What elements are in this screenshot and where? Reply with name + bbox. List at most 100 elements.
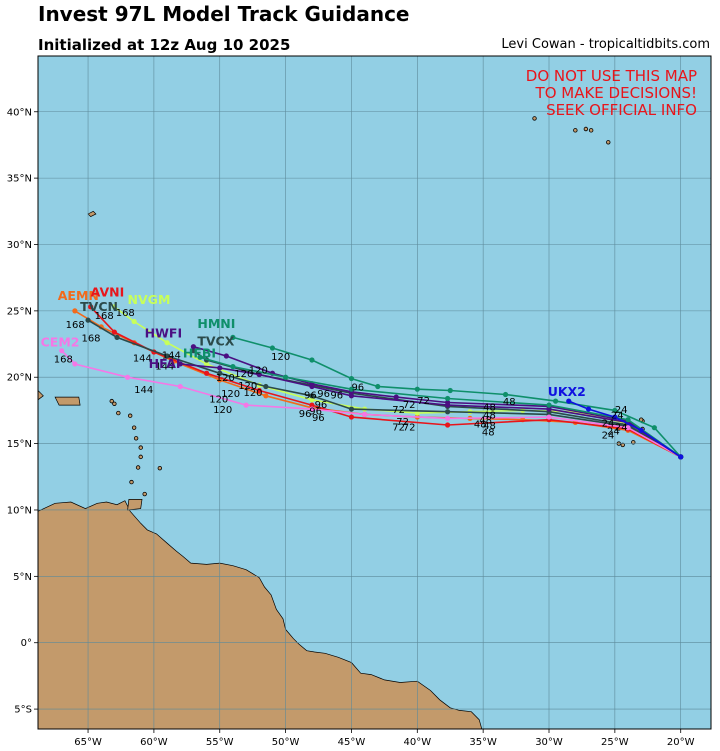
lon-tick-label: 55°W — [206, 737, 234, 748]
island-15 — [631, 440, 636, 445]
island-24 — [606, 140, 611, 145]
track-point-cem2 — [177, 383, 183, 390]
credit-line: Levi Cowan - tropicaltidbits.com — [501, 37, 710, 52]
hour-label: 24 — [615, 405, 628, 416]
track-point-tvcn — [114, 334, 120, 341]
hour-label: 144 — [133, 353, 152, 364]
lon-tick-label: 25°W — [601, 737, 629, 748]
landmass-0 — [38, 500, 483, 729]
hour-label: 120 — [243, 388, 262, 399]
hour-label: 168 — [54, 355, 73, 366]
track-point-hfbi — [283, 374, 289, 380]
hour-label: 96 — [317, 389, 330, 400]
track-point-hfai — [217, 365, 223, 371]
lon-tick-label: 20°W — [667, 737, 695, 748]
track-point-tvcn — [348, 406, 355, 412]
track-point-nvgm — [111, 304, 117, 310]
track-point-hwfi — [190, 344, 197, 350]
landmass-4 — [87, 210, 97, 218]
track-point-hfbi — [444, 395, 451, 402]
model-label-cem2: CEM2 — [41, 335, 80, 350]
island-10 — [157, 465, 163, 471]
track-point-cem2 — [309, 406, 315, 412]
hour-label: 24 — [607, 426, 620, 437]
lon-tick-label: 30°W — [535, 737, 563, 748]
landmass-2 — [54, 396, 81, 406]
track-point-hmni — [375, 383, 381, 390]
track-point-cem2 — [72, 361, 78, 367]
track-point-tvcn — [263, 383, 269, 390]
landmass-3 — [38, 390, 44, 401]
track-point-hwfi — [223, 353, 229, 359]
hour-label: 72 — [392, 422, 405, 433]
warning-line-3: SEEK OFFICIAL INFO — [546, 101, 697, 119]
island-27 — [588, 128, 594, 133]
lon-tick-label: 35°W — [469, 737, 497, 748]
track-point-cem2 — [444, 415, 451, 421]
lat-tick-label: 20°N — [7, 373, 32, 384]
track-point-hfai — [256, 371, 262, 378]
hour-label: 168 — [95, 311, 114, 322]
hour-label: 120 — [249, 365, 268, 376]
hour-label: 48 — [479, 416, 492, 427]
island-12 — [34, 479, 38, 483]
hour-label: 96 — [304, 390, 317, 401]
hour-label: 48 — [483, 402, 496, 413]
track-point-aemn — [263, 393, 269, 399]
hour-label: 96 — [309, 406, 322, 417]
hour-label: 168 — [66, 320, 85, 331]
hour-label: 72 — [392, 405, 405, 416]
track-point-nvgm — [414, 410, 420, 416]
track-point-avni — [309, 402, 315, 408]
track-point-hmni — [552, 398, 559, 404]
track-hmni — [232, 336, 682, 458]
track-point-avni — [348, 414, 355, 420]
hour-label: 48 — [482, 428, 495, 439]
track-point-cem2 — [625, 425, 631, 431]
track-point-hfbi — [546, 402, 552, 408]
island-2 — [138, 454, 143, 460]
track-point-hfai — [177, 361, 183, 367]
track-point-nvgm — [203, 361, 210, 367]
track-point-tvcn — [85, 317, 91, 323]
model-label-tvcx: TVCX — [197, 333, 234, 348]
hour-label: 96 — [312, 413, 325, 424]
land-layer — [34, 116, 645, 729]
track-point-hfbi — [230, 364, 236, 370]
hour-label: 96 — [315, 400, 328, 411]
model-label-ukx2: UKX2 — [548, 384, 586, 399]
lon-tick-label: 45°W — [338, 737, 366, 748]
track-point-avni — [203, 370, 210, 376]
track-point-hmni — [309, 357, 315, 363]
track-point-hfai — [444, 402, 451, 408]
island-11 — [142, 491, 147, 497]
track-point-cem2 — [243, 402, 249, 408]
init-time-subtitle: Initialized at 12z Aug 10 2025 — [38, 36, 291, 54]
track-point-cem2 — [362, 411, 368, 418]
model-tracks — [59, 304, 684, 460]
lat-tick-label: 0° — [21, 638, 32, 649]
track-point-hmni — [651, 425, 657, 431]
track-point-nvgm — [131, 318, 137, 325]
warning-line-1: DO NOT USE THIS MAP — [526, 67, 697, 85]
track-point-cem2 — [546, 414, 552, 420]
hour-label: 144 — [134, 385, 153, 396]
track-point-nvgm — [164, 340, 170, 346]
track-point-hfai — [348, 393, 355, 399]
track-point-tvcn — [444, 409, 451, 415]
hour-label: 144 — [162, 351, 181, 362]
model-label-hmni: HMNI — [197, 316, 235, 331]
track-point-hfbi — [197, 354, 203, 360]
island-4 — [133, 436, 139, 441]
track-point-avni — [256, 387, 262, 394]
model-label-aemn: AEMN — [58, 288, 99, 303]
model-label-hfai: HFAI — [149, 356, 181, 371]
warning-line-2: TO MAKE DECISIONS! — [535, 84, 697, 102]
track-point-tvcn — [217, 370, 223, 376]
hour-label: 72 — [417, 396, 430, 407]
track-point-avni — [444, 422, 451, 428]
hour-label: 24 — [602, 418, 615, 429]
track-point-ukx2 — [566, 398, 572, 404]
map-title: Invest 97L Model Track Guidance — [38, 2, 410, 26]
island-9 — [109, 398, 114, 404]
